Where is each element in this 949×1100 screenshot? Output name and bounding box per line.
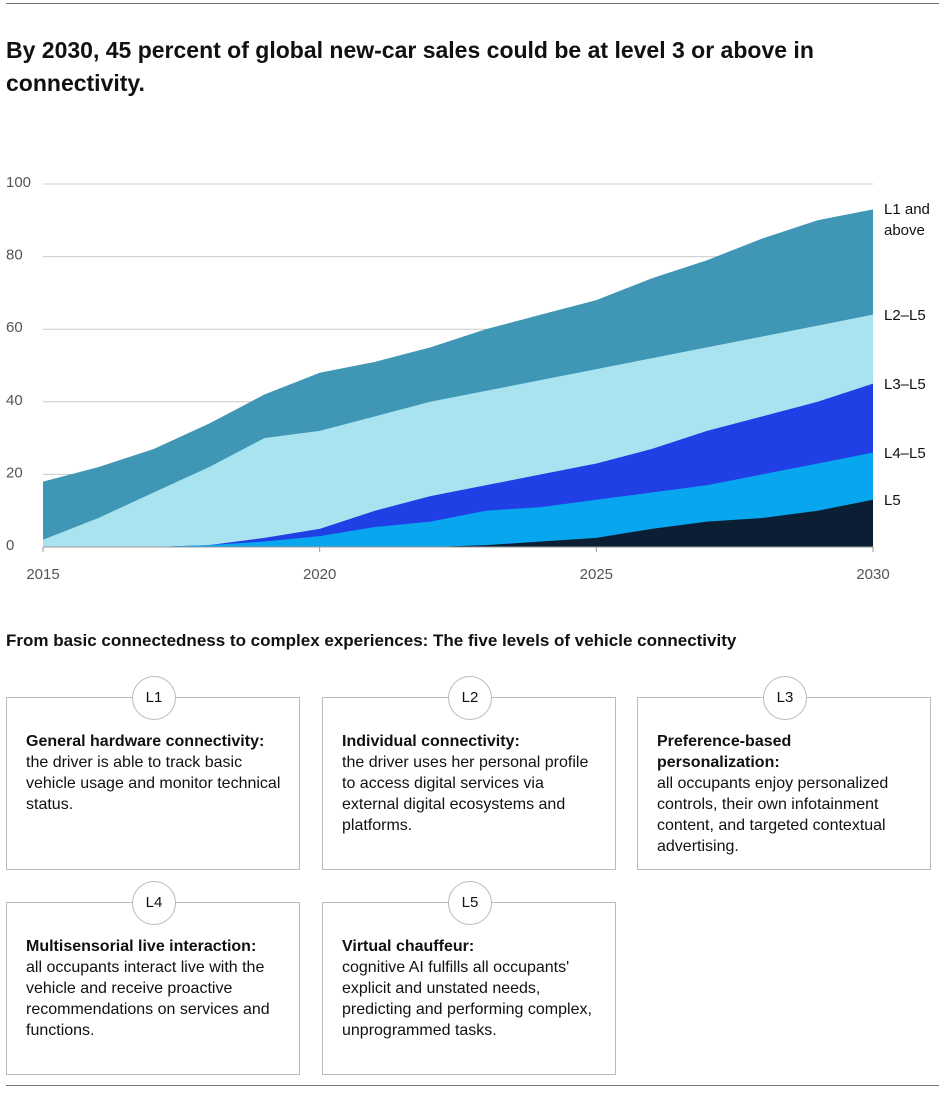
level-card: L4 Multisensorial live interaction: all oc…: [6, 881, 300, 1075]
level-card: L5 Virtual chauffeur: cognitive AI fulfill…: [322, 881, 616, 1075]
level-heading: Individual connectivity:: [342, 733, 520, 750]
series-label: L3–L5: [884, 375, 926, 393]
area: [43, 452, 873, 547]
level-text: all occupants interact live with the veh…: [26, 959, 270, 1039]
level-badge: L3: [763, 676, 807, 720]
level-card: L3 Preference-based personalization: all o…: [637, 676, 931, 870]
level-heading: General hardware connectivity:: [26, 733, 265, 750]
series-label: L4–L5: [884, 444, 926, 462]
level-text: the driver is able to track basic vehicl…: [26, 754, 281, 813]
level-text: all occupants enjoy personalized control…: [657, 775, 889, 855]
y-tick-label: 80: [6, 247, 23, 264]
y-tick-label: 40: [6, 392, 23, 409]
level-card: L1 General hardware connectivity: the driv…: [6, 676, 300, 870]
level-text: cognitive AI fulfills all occupants' exp…: [342, 959, 592, 1039]
x-tick-label: 2030: [856, 566, 889, 583]
y-tick-label: 20: [6, 464, 23, 481]
level-card: L2 Individual connectivity: the driver use…: [322, 676, 616, 870]
chart: 0 20 40 60 80 100 2015 2020 2025 2030: [6, 174, 890, 583]
bottom-rule: [6, 1085, 939, 1086]
level-badge: L2: [448, 676, 492, 720]
y-tick-label: 60: [6, 319, 23, 336]
x-tick-label: 2025: [580, 566, 613, 583]
top-rule: [6, 3, 939, 4]
level-heading: Multisensorial live interaction:: [26, 938, 257, 955]
level-badge: L1: [132, 676, 176, 720]
series-label: L5: [884, 491, 901, 509]
x-tick-label: 2020: [303, 566, 336, 583]
x-tick-label: 2015: [26, 566, 59, 583]
y-tick-label: 0: [6, 537, 14, 554]
area: [43, 499, 873, 547]
series-label: L1 and above: [884, 201, 930, 240]
level-badge: L5: [448, 881, 492, 925]
y-tick-label: 100: [6, 174, 31, 191]
level-badge: L4: [132, 881, 176, 925]
level-heading: Virtual chauffeur:: [342, 938, 475, 955]
series-label: L2–L5: [884, 306, 926, 324]
levels-title: From basic connectedness to complex expe…: [6, 631, 737, 650]
level-heading: Preference-based personalization:: [657, 733, 792, 771]
chart-title: By 2030, 45 percent of global new-car sa…: [6, 37, 814, 96]
level-text: the driver uses her personal profile to …: [342, 754, 589, 834]
